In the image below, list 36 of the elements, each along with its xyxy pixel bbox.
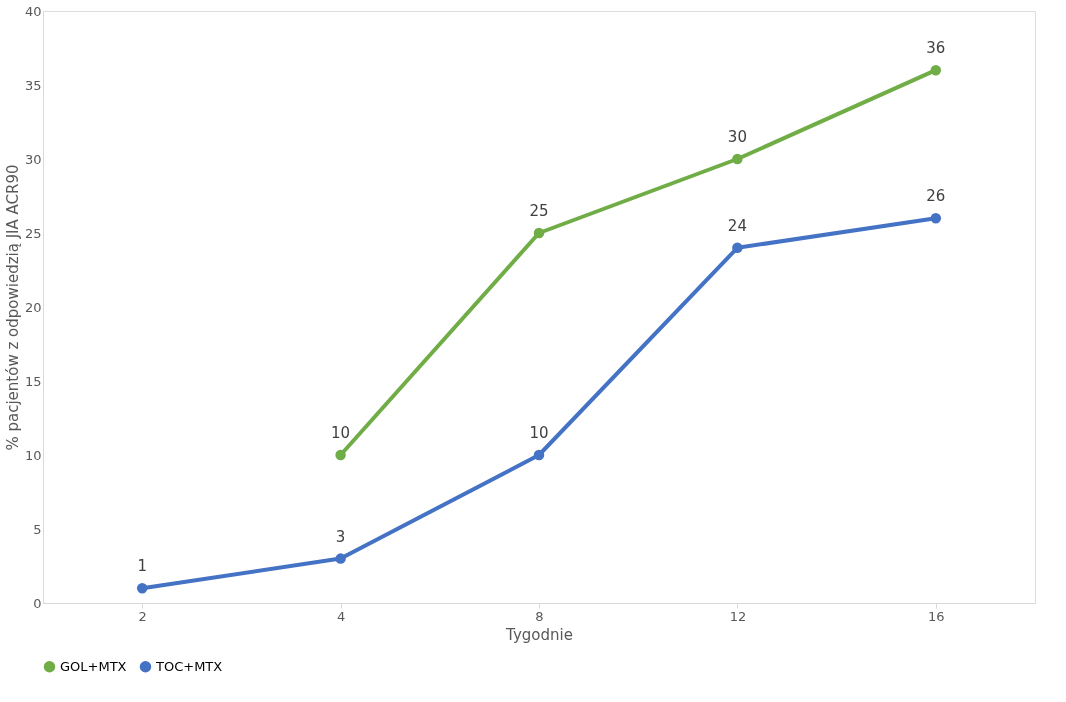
y-tick-label: 40 xyxy=(24,3,42,19)
x-tick-label: 16 xyxy=(928,608,945,624)
x-tick-label: 2 xyxy=(138,608,147,624)
data-label: 10 xyxy=(331,424,351,442)
legend-label: TOC+MTX xyxy=(155,658,223,674)
x-tick-label: 4 xyxy=(336,608,346,624)
data-label: 24 xyxy=(727,216,747,235)
data-label: 10 xyxy=(529,424,549,442)
point xyxy=(136,582,148,594)
legend-label: GOL+MTX xyxy=(60,658,127,674)
data-label: 26 xyxy=(926,187,946,206)
data-label: 25 xyxy=(529,202,549,220)
point xyxy=(335,449,346,461)
data-label: 36 xyxy=(926,39,946,58)
data-label: 1 xyxy=(137,557,147,576)
x-tick-label: 12 xyxy=(729,608,747,624)
point xyxy=(732,153,743,165)
y-tick-label: 35 xyxy=(24,77,42,93)
point xyxy=(335,553,346,564)
y-tick-label: 25 xyxy=(24,225,42,241)
y-tick-label: 30 xyxy=(24,151,42,167)
x-axis-title: Tygodnie xyxy=(505,625,573,644)
x-tick-label: 8 xyxy=(535,608,544,624)
point xyxy=(533,449,545,461)
y-tick-label: 10 xyxy=(24,447,42,463)
point xyxy=(732,242,743,254)
y-tick-label: 20 xyxy=(24,299,42,315)
y-tick-label: 0 xyxy=(33,595,42,611)
y-tick-label: 15 xyxy=(24,373,42,389)
data-label: 30 xyxy=(727,128,747,146)
data-label: 3 xyxy=(335,527,346,546)
y-tick-label: 5 xyxy=(33,521,42,537)
point xyxy=(930,64,942,76)
y-axis-title: % pacjentów z odpowiedzią JIA ACR90 xyxy=(3,164,22,451)
point xyxy=(533,227,545,239)
point xyxy=(930,212,942,224)
